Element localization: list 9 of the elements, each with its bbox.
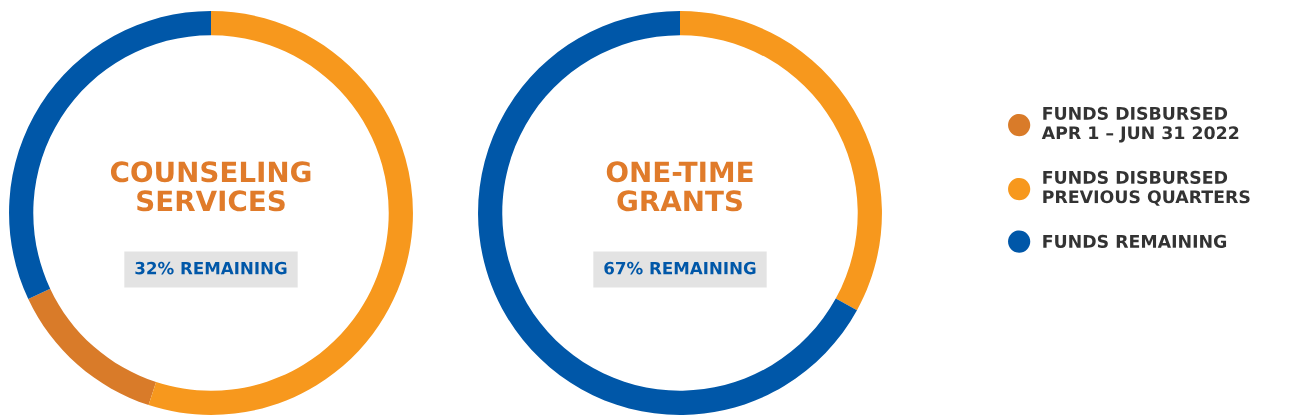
text: ONE-TIME GRANTS	[606, 161, 753, 212]
legend-label: FUNDS DISBURSED APR 1 – JUN 31 2022	[1041, 106, 1239, 143]
text: 67% REMAINING	[604, 261, 756, 275]
donut-slice	[478, 11, 857, 415]
text: COUNSELING SERVICES	[110, 161, 311, 212]
legend-label: FUNDS REMAINING	[1043, 234, 1227, 248]
legend-label: FUNDS DISBURSED PREVIOUS QUARTERS	[1043, 170, 1250, 206]
text: 32% REMAINING	[135, 261, 287, 275]
donut-slice	[28, 288, 157, 406]
